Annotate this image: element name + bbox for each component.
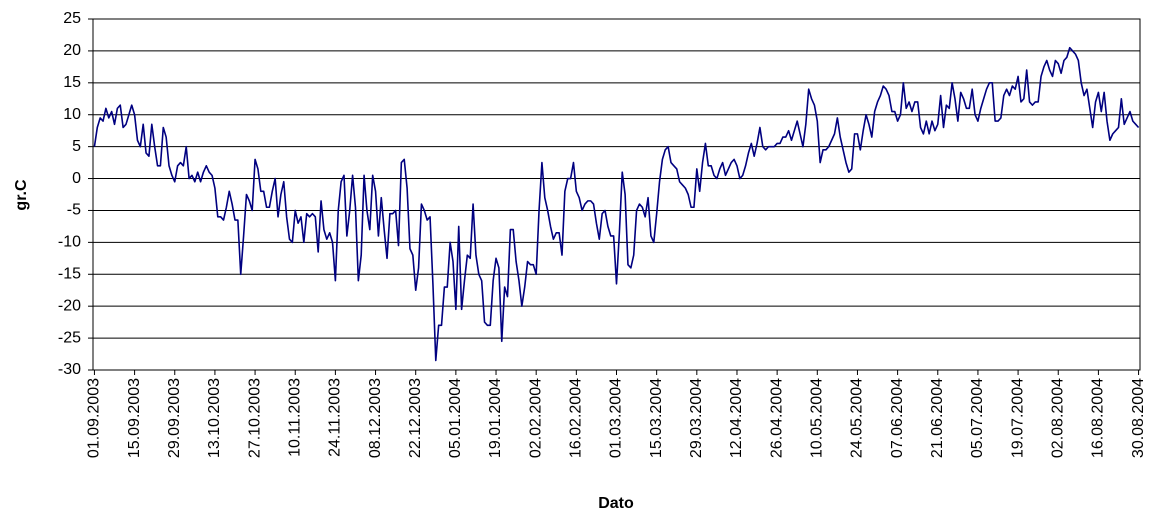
y-tick-label: 10 [63,106,81,123]
y-tick-label: -15 [58,265,81,282]
y-tick-label: 25 [63,10,81,27]
x-tick-label: 30.08.2004 [1130,378,1147,458]
x-tick-label: 19.07.2004 [1009,378,1026,458]
x-tick-label: 24.05.2004 [849,378,866,458]
x-tick-label: 10.05.2004 [809,378,826,458]
x-tick-label: 29.03.2004 [688,378,705,458]
y-tick-label: -30 [58,361,81,378]
x-tick-label: 07.06.2004 [889,378,906,458]
x-tick-label: 08.12.2003 [367,378,384,458]
x-tick-label: 24.11.2003 [327,378,344,457]
x-tick-label: 01.03.2004 [608,378,625,458]
x-tick-label: 15.09.2003 [126,378,143,458]
x-tick-label: 27.10.2003 [246,378,263,458]
x-tick-label: 29.09.2003 [166,378,183,458]
x-tick-label: 02.08.2004 [1049,378,1066,458]
x-tick-label: 22.12.2003 [407,378,424,458]
y-tick-label: -20 [58,297,81,314]
y-axis-title: gr.C [13,179,30,211]
x-tick-label: 02.02.2004 [527,378,544,458]
x-tick-label: 13.10.2003 [206,378,223,458]
x-tick-label: 21.06.2004 [929,378,946,458]
y-tick-label: 5 [72,138,81,155]
temperature-line [93,46,1140,362]
plot-border [92,18,1141,371]
x-tick-label: 05.01.2004 [447,378,464,458]
y-tick-label: -10 [58,234,81,251]
y-tick-label: 15 [63,74,81,91]
x-tick-label: 16.02.2004 [568,378,585,458]
x-tick-label: 16.08.2004 [1090,378,1107,458]
x-tick-label: 10.11.2003 [286,378,303,457]
x-tick-label: 26.04.2004 [768,378,785,458]
x-tick-label: 15.03.2004 [648,378,665,458]
x-tick-label: 05.07.2004 [969,378,986,458]
y-tick-label: 0 [72,170,81,187]
y-tick-label: -25 [58,329,81,346]
x-tick-label: 12.04.2004 [728,378,745,458]
y-tick-label: 20 [63,42,81,59]
y-tick-label: -5 [67,202,81,219]
x-axis-title: Dato [598,495,634,512]
x-tick-label: 19.01.2004 [487,378,504,458]
x-tick-label: 01.09.2003 [86,378,103,458]
